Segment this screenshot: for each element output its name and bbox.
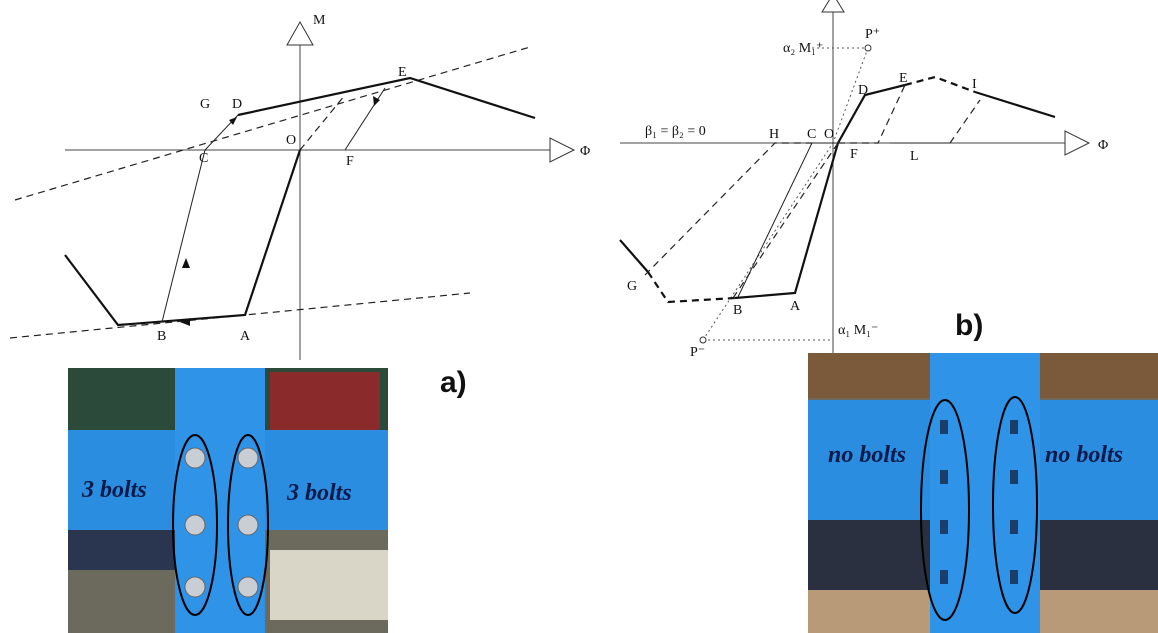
- arrowhead: [287, 22, 313, 45]
- point-label: O: [824, 127, 834, 142]
- point-label: I: [972, 77, 977, 92]
- point-label: G: [627, 279, 637, 294]
- annotation: α₁ M₁⁻: [838, 323, 878, 338]
- arrowhead: [822, 0, 844, 12]
- photo-label: 3 bolts: [286, 480, 352, 506]
- point-label: B: [733, 303, 742, 318]
- curve: [733, 143, 838, 298]
- arrowhead: [1065, 131, 1089, 155]
- point-label: P⁻: [690, 345, 705, 360]
- photo-label-line: no bolts: [828, 442, 906, 468]
- point-label: C: [807, 127, 816, 142]
- books: [68, 530, 178, 570]
- papers: [270, 550, 388, 620]
- arrowhead: [550, 138, 574, 162]
- point-label: L: [910, 149, 919, 164]
- photo-label: 3 bolts: [81, 477, 147, 503]
- photo-a: 3 bolts 3 bolts: [68, 368, 388, 633]
- point-label: E: [398, 65, 407, 80]
- figure: M Φ G D E C O F B A a) Φ β₁ = β₂ = 0: [0, 0, 1158, 633]
- photo-label: no bolts: [828, 442, 906, 468]
- point-label: P⁺: [865, 27, 880, 42]
- curve: [975, 92, 1055, 117]
- envelope: [15, 47, 530, 200]
- axis-label: Φ: [580, 144, 590, 159]
- guide: [703, 143, 833, 340]
- point-label: F: [346, 154, 354, 169]
- annotation: α₂ M₁⁺: [783, 41, 823, 56]
- point-label: G: [200, 97, 210, 112]
- point: [700, 337, 706, 343]
- curve: [620, 240, 648, 272]
- panel-label: a): [440, 366, 467, 399]
- photo-b: no bolts no bolts: [808, 353, 1158, 633]
- point-label: O: [286, 133, 296, 148]
- annotation: β₁ = β₂ = 0: [645, 124, 706, 139]
- curve: [645, 143, 812, 275]
- curve: [162, 115, 238, 322]
- point-label: D: [858, 83, 868, 98]
- point-label: A: [240, 329, 251, 344]
- axis-label: Φ: [1098, 138, 1108, 153]
- diagram-b: Φ β₁ = β₂ = 0 α₂ M₁⁺ α₁ M₁⁻ P⁺ P⁻ D E I …: [620, 0, 1108, 365]
- curve: [735, 85, 905, 298]
- curve: [648, 272, 735, 302]
- photo-label: no bolts: [1045, 442, 1123, 468]
- axis-label: M: [313, 13, 326, 28]
- point-label: C: [199, 151, 208, 166]
- point-label: D: [232, 97, 242, 112]
- point-label: H: [769, 127, 779, 142]
- panel-label: b): [955, 309, 983, 342]
- point-label: A: [790, 299, 801, 314]
- books: [270, 372, 380, 432]
- curve: [905, 77, 975, 92]
- point: [865, 45, 871, 51]
- point-label: E: [899, 71, 908, 86]
- curve: [65, 150, 300, 325]
- point-label: F: [850, 147, 858, 162]
- upright: [930, 353, 1040, 633]
- curve: [950, 100, 980, 143]
- diagram-a: M Φ G D E C O F B A a): [10, 13, 590, 399]
- curve: [345, 88, 385, 150]
- curve: [238, 78, 535, 118]
- curve: [300, 95, 345, 150]
- point-label: B: [157, 329, 166, 344]
